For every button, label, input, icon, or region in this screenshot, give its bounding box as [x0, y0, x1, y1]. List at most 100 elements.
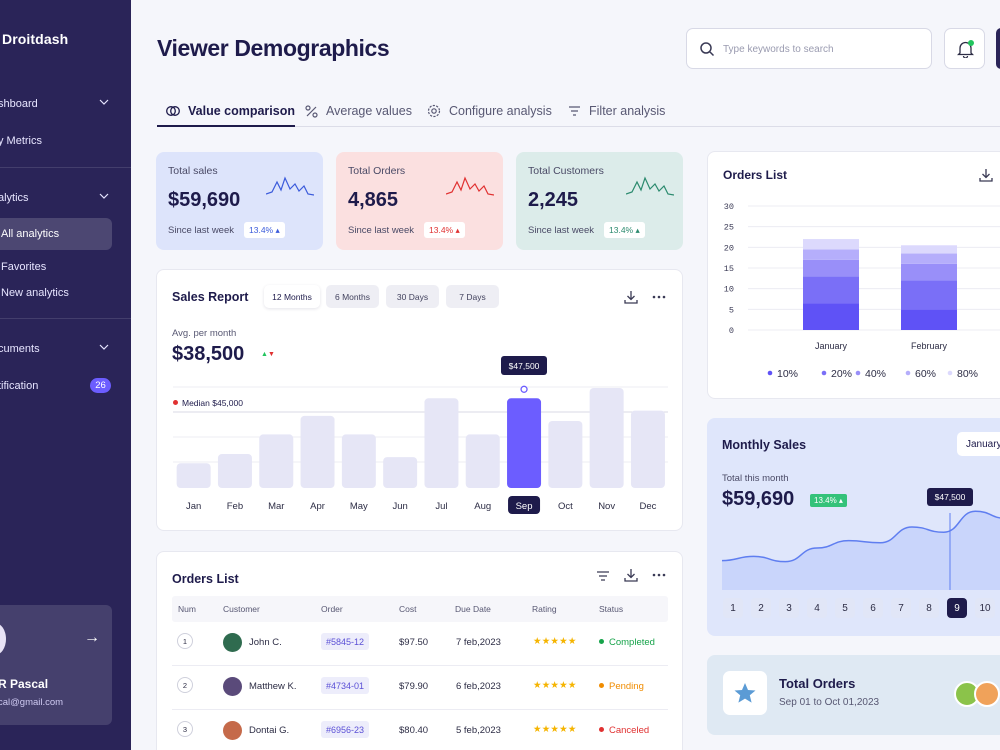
orders-stacked-chart: 0 5 10 15 20 25 30 January February 10% 20% 40% 60…	[724, 202, 1000, 380]
stat-card-total-orders[interactable]: Total Orders 4,865 Since last week 13.4%…	[336, 152, 503, 250]
stack-segment	[901, 280, 957, 310]
page-button-7[interactable]: 7	[891, 598, 911, 618]
orders-table-card: Orders List Num Customer Order Cost Due …	[156, 551, 683, 750]
tab-label: Average values	[326, 104, 412, 118]
page-button-6[interactable]: 6	[863, 598, 883, 618]
page-button-5[interactable]: 5	[835, 598, 855, 618]
sidebar-item-analytics[interactable]: alytics	[0, 188, 131, 208]
page-button-3[interactable]: 3	[779, 598, 799, 618]
page-button-9[interactable]: 9	[947, 598, 967, 618]
legend-dot	[947, 370, 953, 376]
tab-filter-analysis[interactable]: Filter analysis	[568, 101, 665, 121]
page-button-2[interactable]: 2	[751, 598, 771, 618]
order-cost: $97.50	[399, 637, 429, 648]
sparkline-icon	[626, 176, 674, 196]
range-30-days[interactable]: 30 Days	[386, 285, 439, 308]
page-button-1[interactable]: 1	[723, 598, 743, 618]
sidebar-item-notification[interactable]: tification	[0, 376, 131, 396]
order-id[interactable]: #5845-12	[321, 633, 370, 650]
customer-avatar	[223, 721, 242, 740]
status-badge: Canceled	[599, 725, 649, 736]
star-rating: ★★★★★	[533, 680, 577, 691]
monthly-sales-value: $59,690	[722, 488, 795, 510]
search-icon	[700, 42, 715, 57]
sidebar-item-dashboard[interactable]: shboard	[0, 94, 131, 114]
legend-dot	[905, 370, 911, 376]
bar-oct	[548, 420, 583, 488]
stat-card-total-customers[interactable]: Total Customers 2,245 Since last week 13…	[516, 152, 683, 250]
total-orders-title: Total Orders	[779, 676, 856, 691]
range-12-months[interactable]: 12 Months	[264, 285, 320, 308]
stack-segment	[803, 259, 859, 277]
profile-card[interactable]: → R Pascal cal@gmail.com	[0, 605, 112, 725]
stat-change-badge: 13.4% ▴	[424, 222, 465, 238]
stat-change-badge: 13.4% ▴	[604, 222, 645, 238]
compare-icon	[166, 106, 180, 116]
sidebar-item-documents[interactable]: cuments	[0, 339, 131, 359]
notification-button[interactable]	[944, 28, 985, 69]
y-tick-label: 15	[724, 264, 734, 274]
orders-list-card: Orders List 0 5 10 15 20 25 30 January February…	[707, 151, 1000, 399]
tab-value-comparison[interactable]: Value comparison	[166, 101, 295, 121]
percent-icon	[305, 104, 318, 118]
stat-label: Total Customers	[528, 165, 604, 177]
range-6-months[interactable]: 6 Months	[326, 285, 379, 308]
search-box[interactable]	[686, 28, 932, 69]
status-badge: Completed	[599, 637, 655, 648]
month-label-active-bg	[508, 496, 541, 514]
tab-configure-analysis[interactable]: Configure analysis	[427, 101, 552, 121]
tab-average-values[interactable]: Average values	[305, 101, 412, 121]
tab-label: Filter analysis	[589, 104, 666, 118]
more-icon[interactable]	[651, 567, 667, 583]
total-orders-card[interactable]: Total Orders Sep 01 to Oct 01,2023	[707, 655, 1000, 735]
customer-name: Matthew K.	[249, 681, 297, 692]
month-label: Jan	[186, 501, 201, 512]
page-button-8[interactable]: 8	[919, 598, 939, 618]
table-row[interactable]: 1 John C. #5845-12 $97.50 7 feb,2023 ★★★…	[172, 622, 668, 666]
search-input[interactable]	[723, 39, 923, 59]
stat-card-total-sales[interactable]: Total sales $59,690 Since last week 13.4…	[156, 152, 323, 250]
stat-since: Since last week	[528, 225, 595, 236]
order-id[interactable]: #4734-01	[321, 677, 370, 694]
month-select[interactable]: January	[957, 432, 1000, 456]
arrow-right-icon[interactable]: →	[84, 629, 100, 646]
range-7-days[interactable]: 7 Days	[446, 285, 499, 308]
table-row[interactable]: 3 Dontai G. #6956-23 $80.40 5 feb,2023 ★…	[172, 710, 668, 750]
filter-icon	[569, 106, 580, 116]
month-label: Nov	[598, 501, 615, 512]
filter-icon[interactable]	[595, 568, 611, 584]
bar-mar	[259, 434, 294, 488]
column-header: Num	[178, 604, 196, 614]
month-label: Aug	[474, 501, 491, 512]
notification-dot	[968, 40, 974, 46]
order-id[interactable]: #6956-23	[321, 721, 370, 738]
more-icon[interactable]	[651, 289, 667, 305]
sidebar-active-highlight	[0, 218, 112, 250]
download-icon[interactable]	[623, 567, 639, 583]
brand-logo[interactable]: Droitdash	[2, 31, 69, 47]
sidebar-item-all-analytics[interactable]: All analytics	[0, 224, 131, 244]
stat-label: Total Orders	[348, 165, 406, 177]
table-row[interactable]: 2 Matthew K. #4734-01 $79.90 6 feb,2023 …	[172, 666, 668, 710]
sidebar-item-label: All analytics	[1, 228, 60, 240]
sidebar-item-new-analytics[interactable]: New analytics	[0, 283, 131, 303]
month-label: Sep	[516, 501, 533, 512]
download-icon[interactable]	[978, 167, 994, 183]
stack-segment	[803, 303, 859, 330]
status-badge: Pending	[599, 681, 644, 692]
sidebar-item-label: cuments	[0, 343, 40, 355]
stack-segment	[901, 245, 957, 254]
header-action-button[interactable]	[996, 28, 1000, 69]
legend-label: 60%	[915, 368, 936, 380]
sales-report-card: Sales Report 12 Months 6 Months 30 Days …	[156, 269, 683, 531]
bar-may	[341, 434, 376, 488]
avg-value: $38,500	[172, 343, 245, 365]
sidebar-item-favorites[interactable]: Favorites	[0, 257, 131, 277]
sidebar-divider	[0, 167, 131, 168]
download-icon[interactable]	[623, 289, 639, 305]
page-button-4[interactable]: 4	[807, 598, 827, 618]
stack-segment	[901, 309, 957, 330]
page-button-10[interactable]: 10	[975, 598, 995, 618]
star-rating: ★★★★★	[533, 636, 577, 647]
sidebar-item-metrics[interactable]: y Metrics	[0, 131, 131, 151]
